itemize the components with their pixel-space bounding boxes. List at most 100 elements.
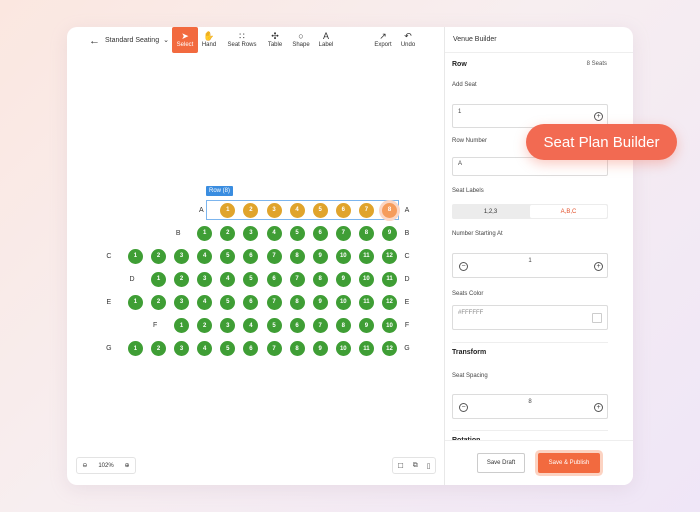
seat[interactable]: 6 xyxy=(312,225,328,241)
trash-icon[interactable]: ▯ xyxy=(426,462,431,470)
seat[interactable]: 4 xyxy=(197,294,213,310)
seat[interactable]: 6 xyxy=(243,341,259,357)
seat[interactable]: 8 xyxy=(358,225,374,241)
seat[interactable]: 7 xyxy=(266,341,282,357)
seat[interactable]: 2 xyxy=(151,341,166,357)
seat[interactable]: 1 xyxy=(127,248,143,264)
seats-color-field[interactable]: #FFFFFF xyxy=(452,305,608,330)
seat[interactable]: 1 xyxy=(220,202,236,218)
tool-table[interactable]: ✣ Table xyxy=(262,27,288,53)
unlock-icon[interactable]: ☐ xyxy=(397,462,404,470)
seat[interactable]: 8 xyxy=(312,271,328,287)
tool-select[interactable]: ➤ Select xyxy=(172,27,198,53)
number-start-stepper[interactable]: − 1 + xyxy=(452,253,608,278)
seat[interactable]: 6 xyxy=(243,248,259,264)
seat[interactable]: 6 xyxy=(266,271,282,287)
layout-select[interactable]: Standard Seating ⌄ xyxy=(105,36,169,45)
plus-circle-icon[interactable]: + xyxy=(594,112,603,121)
zoom-out-icon[interactable]: ⊖ xyxy=(82,463,88,469)
seat[interactable]: 2 xyxy=(174,271,190,287)
tool-label[interactable]: A Label xyxy=(313,27,339,53)
color-swatch[interactable] xyxy=(592,313,602,323)
seat[interactable]: 5 xyxy=(220,294,236,310)
seat[interactable]: 2 xyxy=(197,318,213,333)
seat[interactable]: 5 xyxy=(289,225,305,241)
seat[interactable]: 4 xyxy=(197,341,213,357)
seat[interactable]: 8 xyxy=(382,202,397,218)
plus-circle-icon[interactable]: + xyxy=(594,403,603,412)
seat[interactable]: 11 xyxy=(358,341,374,357)
seat[interactable]: 9 xyxy=(358,318,374,333)
seat[interactable]: 2 xyxy=(151,248,166,264)
seat-labels-numeric[interactable]: 1,2,3 xyxy=(483,208,498,215)
seat[interactable]: 3 xyxy=(174,294,190,310)
seat[interactable]: 5 xyxy=(266,318,282,333)
zoom-in-icon[interactable]: ⊕ xyxy=(124,463,130,469)
seat[interactable]: 1 xyxy=(197,225,213,241)
seat[interactable]: 3 xyxy=(197,271,213,287)
seat[interactable]: 9 xyxy=(382,225,397,241)
seat[interactable]: 7 xyxy=(266,248,282,264)
seat[interactable]: 1 xyxy=(151,271,166,287)
seat[interactable]: 10 xyxy=(335,341,351,357)
seat-canvas[interactable]: ← Standard Seating ⌄ ➤ Select ✋ Hand ∷ S… xyxy=(67,27,444,485)
seat[interactable]: 6 xyxy=(335,202,351,218)
seat[interactable]: 4 xyxy=(197,248,213,264)
seat[interactable]: 11 xyxy=(358,294,374,310)
save-publish-button[interactable]: Save & Publish xyxy=(538,453,600,473)
seat[interactable]: 9 xyxy=(335,271,351,287)
seat[interactable]: 1 xyxy=(127,294,143,310)
seat[interactable]: 10 xyxy=(335,248,351,264)
seat[interactable]: 5 xyxy=(220,248,236,264)
seat-labels-alpha[interactable]: A,B,C xyxy=(530,205,607,218)
seat[interactable]: 3 xyxy=(174,341,190,357)
seat[interactable]: 6 xyxy=(289,318,305,333)
seat[interactable]: 9 xyxy=(312,248,328,264)
plus-circle-icon[interactable]: + xyxy=(594,262,603,271)
seat[interactable]: 1 xyxy=(174,318,190,333)
seat[interactable]: 12 xyxy=(382,294,397,310)
tool-shape[interactable]: ○ Shape xyxy=(288,27,314,53)
seat[interactable]: 7 xyxy=(289,271,305,287)
seat[interactable]: 4 xyxy=(289,202,305,218)
seat[interactable]: 10 xyxy=(335,294,351,310)
seat[interactable]: 1 xyxy=(127,341,143,357)
seat[interactable]: 8 xyxy=(289,248,305,264)
tool-seat-rows[interactable]: ∷ Seat Rows xyxy=(226,27,258,53)
seat[interactable]: 9 xyxy=(312,341,328,357)
export-button[interactable]: ↗ Export xyxy=(370,27,396,53)
add-seat-field[interactable]: 1 + xyxy=(452,104,608,128)
seat[interactable]: 4 xyxy=(243,318,259,333)
tool-hand[interactable]: ✋ Hand xyxy=(196,27,222,53)
seat[interactable]: 12 xyxy=(382,248,397,264)
seat[interactable]: 7 xyxy=(266,294,282,310)
back-arrow-icon[interactable]: ← xyxy=(89,35,100,47)
seat[interactable]: 5 xyxy=(220,341,236,357)
seat[interactable]: 8 xyxy=(289,294,305,310)
seat[interactable]: 7 xyxy=(312,318,328,333)
seat[interactable]: 11 xyxy=(382,271,397,287)
seat[interactable]: 6 xyxy=(243,294,259,310)
seat[interactable]: 3 xyxy=(243,225,259,241)
seat[interactable]: 11 xyxy=(358,248,374,264)
row-number-field[interactable]: A xyxy=(452,157,608,176)
seat[interactable]: 4 xyxy=(220,271,236,287)
seat[interactable]: 3 xyxy=(174,248,190,264)
save-draft-button[interactable]: Save Draft xyxy=(477,453,525,473)
seat[interactable]: 10 xyxy=(358,271,374,287)
seat[interactable]: 5 xyxy=(243,271,259,287)
seat[interactable]: 12 xyxy=(382,341,397,357)
seat[interactable]: 7 xyxy=(335,225,351,241)
minus-circle-icon[interactable]: − xyxy=(459,262,468,271)
seat[interactable]: 9 xyxy=(312,294,328,310)
copy-icon[interactable]: ⧉ xyxy=(412,461,418,469)
seat[interactable]: 2 xyxy=(220,225,236,241)
seat[interactable]: 4 xyxy=(266,225,282,241)
seat[interactable]: 7 xyxy=(358,202,374,218)
undo-button[interactable]: ↶ Undo xyxy=(395,27,421,53)
seat[interactable]: 3 xyxy=(220,318,236,333)
seat[interactable]: 10 xyxy=(382,318,397,333)
seat[interactable]: 5 xyxy=(312,202,328,218)
seat[interactable]: 2 xyxy=(151,294,166,310)
seat-spacing-stepper[interactable]: − 8 + xyxy=(452,394,608,419)
